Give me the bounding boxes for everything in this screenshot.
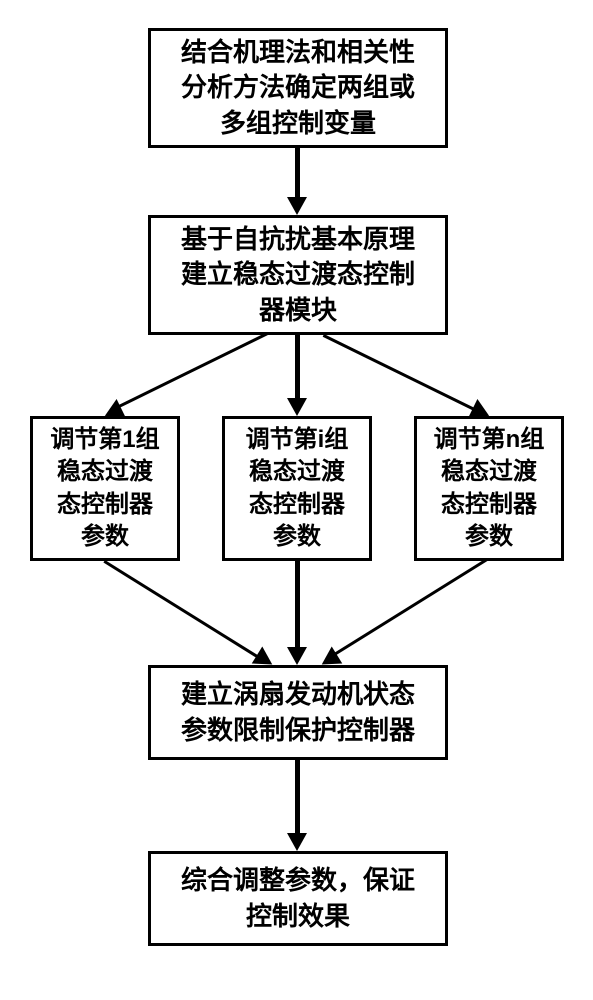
node-label: 结合机理法和相关性 分析方法确定两组或 多组控制变量 xyxy=(181,35,415,140)
edge xyxy=(295,561,300,649)
flowchart-node-n4: 建立涡扇发动机状态 参数限制保护控制器 xyxy=(148,665,448,760)
edge xyxy=(295,335,300,400)
node-label: 综合调整参数，保证 控制效果 xyxy=(181,863,415,933)
edge xyxy=(103,560,258,658)
edge xyxy=(334,557,489,655)
flowchart-node-n3a: 调节第1组 稳态过渡 态控制器 参数 xyxy=(30,416,180,561)
flowchart-node-n2: 基于自抗扰基本原理 建立稳态过渡态控制 器模块 xyxy=(148,215,448,335)
flowchart-canvas: 结合机理法和相关性 分析方法确定两组或 多组控制变量基于自抗扰基本原理 建立稳态… xyxy=(0,0,593,1000)
node-label: 调节第n组 稳态过渡 态控制器 参数 xyxy=(434,424,545,554)
flowchart-node-n1: 结合机理法和相关性 分析方法确定两组或 多组控制变量 xyxy=(148,28,448,148)
flowchart-node-n3c: 调节第n组 稳态过渡 态控制器 参数 xyxy=(414,416,564,561)
node-label: 基于自抗扰基本原理 建立稳态过渡态控制 器模块 xyxy=(181,222,415,327)
flowchart-node-n5: 综合调整参数，保证 控制效果 xyxy=(148,851,448,946)
arrowhead-icon xyxy=(287,647,307,665)
edge xyxy=(295,148,300,199)
node-label: 调节第i组 稳态过渡 态控制器 参数 xyxy=(246,424,349,554)
edge xyxy=(323,334,475,411)
arrowhead-icon xyxy=(287,833,307,851)
flowchart-node-n3b: 调节第i组 稳态过渡 态控制器 参数 xyxy=(222,416,372,561)
edge xyxy=(118,331,270,408)
node-label: 建立涡扇发动机状态 参数限制保护控制器 xyxy=(181,677,415,747)
arrowhead-icon xyxy=(287,398,307,416)
node-label: 调节第1组 稳态过渡 态控制器 参数 xyxy=(50,424,159,554)
arrowhead-icon xyxy=(287,197,307,215)
edge xyxy=(295,760,300,835)
